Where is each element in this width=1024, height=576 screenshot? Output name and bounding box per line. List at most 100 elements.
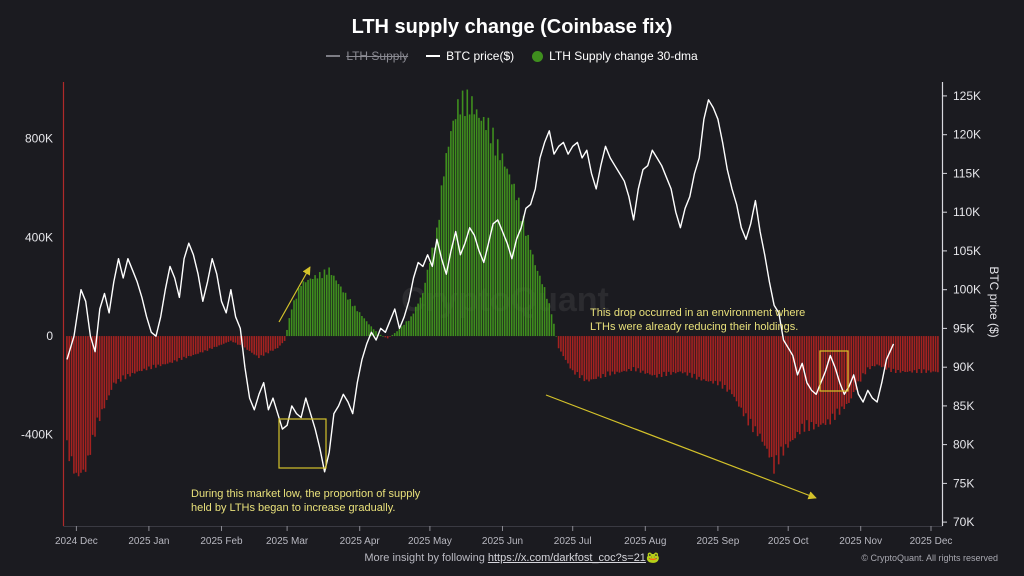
copyright: © CryptoQuant. All rights reserved [861, 553, 998, 563]
lth-change-bar [525, 235, 527, 337]
lth-change-bar [204, 336, 206, 351]
legend-btc-price[interactable]: BTC price($) [426, 49, 514, 63]
x-tick-label: 2025 Jan [128, 536, 169, 547]
lth-change-bar [646, 336, 649, 374]
lth-change-bar [230, 336, 232, 341]
lth-change-bar [157, 336, 160, 365]
lth-change-bar [913, 336, 916, 371]
lth-change-bar [260, 336, 263, 356]
lth-change-bar [173, 336, 176, 361]
lth-change-bar [717, 336, 719, 386]
lth-change-bar [709, 336, 712, 382]
lth-change-bar [691, 336, 693, 378]
lth-change-bar [417, 303, 419, 337]
lth-change-bar [899, 336, 902, 373]
lth-change-bar [326, 274, 328, 337]
lth-change-bar [517, 197, 520, 337]
lth-change-bar [740, 336, 743, 408]
lth-change-bar [738, 336, 740, 407]
lth-change-bar [192, 336, 195, 355]
lth-change-bar [876, 336, 878, 365]
highlight-box-march-low [278, 418, 327, 469]
lth-change-bar [724, 336, 726, 385]
lth-change-bar [852, 336, 855, 392]
lth-change-bar [822, 336, 824, 424]
lth-change-bar [827, 336, 829, 420]
x-tick-label: 2025 Apr [340, 536, 381, 547]
lth-change-bar [536, 270, 539, 337]
lth-change-bar [290, 309, 293, 337]
lth-change-bar [98, 336, 101, 422]
lth-change-bar [815, 336, 817, 424]
lth-change-bar [101, 336, 103, 410]
lth-change-bar [857, 336, 860, 382]
lth-change-bar [667, 336, 670, 372]
lth-change-bar [232, 336, 234, 343]
legend-lth-change[interactable]: LTH Supply change 30-dma [532, 49, 698, 63]
lth-change-bar [220, 336, 223, 345]
lth-change-bar [410, 316, 412, 337]
legend-line-icon [426, 55, 441, 57]
lth-change-bar [576, 336, 579, 373]
lth-change-bar [777, 336, 780, 465]
lth-change-bar [759, 336, 761, 434]
lth-change-bar [611, 336, 614, 372]
lth-change-bar [136, 336, 138, 372]
lth-change-bar [293, 300, 295, 337]
lth-change-bar [686, 336, 689, 376]
lth-change-bar [916, 336, 918, 373]
right-axis-label: BTC price ($) [987, 266, 1001, 337]
lth-change-bar [361, 316, 363, 337]
x-tick-label: 2025 Sep [696, 536, 739, 547]
lth-change-bar [436, 227, 438, 337]
lth-change-bar [316, 278, 319, 337]
lth-change-bar [878, 336, 881, 366]
highlight-box-october-drop [819, 350, 849, 392]
lth-change-bar [695, 336, 698, 380]
lth-change-bar [218, 336, 220, 346]
legend-btc-price-label: BTC price($) [446, 49, 515, 63]
lth-change-bar [599, 336, 602, 379]
right-tick-label: 105K [953, 244, 981, 258]
right-tick-label: 120K [953, 128, 981, 142]
chart-legend: LTH Supply BTC price($) LTH Supply chang… [0, 49, 1024, 63]
legend-lth-supply[interactable]: LTH Supply [326, 49, 408, 63]
lth-change-bar [253, 336, 256, 355]
lth-change-bar [803, 336, 806, 432]
lth-change-bar [677, 336, 679, 373]
lth-change-bar [272, 336, 274, 351]
lth-change-bar [384, 336, 387, 338]
lth-change-bar [773, 336, 775, 474]
lth-change-bar [485, 130, 487, 337]
lth-change-bar [393, 333, 396, 337]
lth-change-bar [454, 119, 457, 337]
lth-change-bar [869, 336, 871, 370]
lth-change-bar [506, 168, 508, 337]
lth-change-bar [855, 336, 857, 390]
lth-change-bar [616, 336, 618, 372]
lth-change-bar [227, 336, 230, 342]
lth-change-bar [845, 336, 848, 404]
lth-change-bar [639, 336, 642, 373]
right-tick-label: 70K [953, 515, 974, 529]
lth-change-bar [817, 336, 820, 427]
lth-change-bar [892, 336, 895, 369]
lth-change-bar [239, 336, 241, 345]
x-tick-label: 2025 Oct [768, 536, 809, 547]
lth-change-bar [433, 247, 436, 337]
lth-change-bar [84, 336, 87, 472]
lth-change-bar [681, 336, 684, 374]
lth-change-bar [70, 336, 73, 457]
lth-change-bar [311, 278, 314, 337]
lth-change-bar [309, 278, 312, 337]
lth-change-bar [452, 120, 455, 337]
x-tick-label: 2025 Dec [910, 536, 953, 547]
lth-change-bar [471, 96, 473, 337]
lth-change-bar [923, 336, 925, 370]
lth-change-bar [909, 336, 911, 372]
footer-link[interactable]: https://x.com/darkfost_coc?s=21 [487, 552, 646, 564]
lth-change-bar [883, 336, 885, 367]
x-tick-label: 2025 Jul [554, 536, 592, 547]
annotation-october-drop: This drop occurred in an environment whe… [590, 306, 840, 334]
lth-change-bar [318, 272, 321, 337]
